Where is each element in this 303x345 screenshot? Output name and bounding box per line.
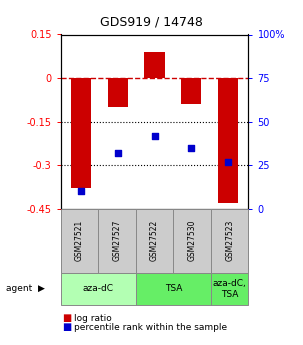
Text: ■: ■ — [62, 322, 72, 332]
Text: TSA: TSA — [165, 284, 182, 294]
Bar — [145, 52, 165, 78]
Text: aza-dC,
TSA: aza-dC, TSA — [213, 279, 247, 299]
Text: GSM27522: GSM27522 — [150, 220, 159, 261]
Point — [226, 159, 231, 165]
Point — [152, 133, 157, 138]
Point — [115, 150, 120, 156]
Bar — [71, 78, 91, 188]
Text: percentile rank within the sample: percentile rank within the sample — [74, 323, 227, 332]
Point — [78, 188, 83, 194]
Text: GSM27527: GSM27527 — [112, 220, 122, 261]
Text: log ratio: log ratio — [74, 314, 112, 323]
Text: GSM27530: GSM27530 — [188, 220, 197, 262]
Text: aza-dC: aza-dC — [83, 284, 114, 294]
Text: GDS919 / 14748: GDS919 / 14748 — [100, 16, 203, 29]
Point — [189, 145, 194, 150]
Bar — [181, 78, 201, 104]
Text: agent  ▶: agent ▶ — [6, 284, 45, 294]
Bar — [218, 78, 238, 203]
Text: GSM27523: GSM27523 — [225, 220, 234, 261]
Text: ■: ■ — [62, 313, 72, 323]
Bar — [108, 78, 128, 107]
Text: GSM27521: GSM27521 — [75, 220, 84, 261]
